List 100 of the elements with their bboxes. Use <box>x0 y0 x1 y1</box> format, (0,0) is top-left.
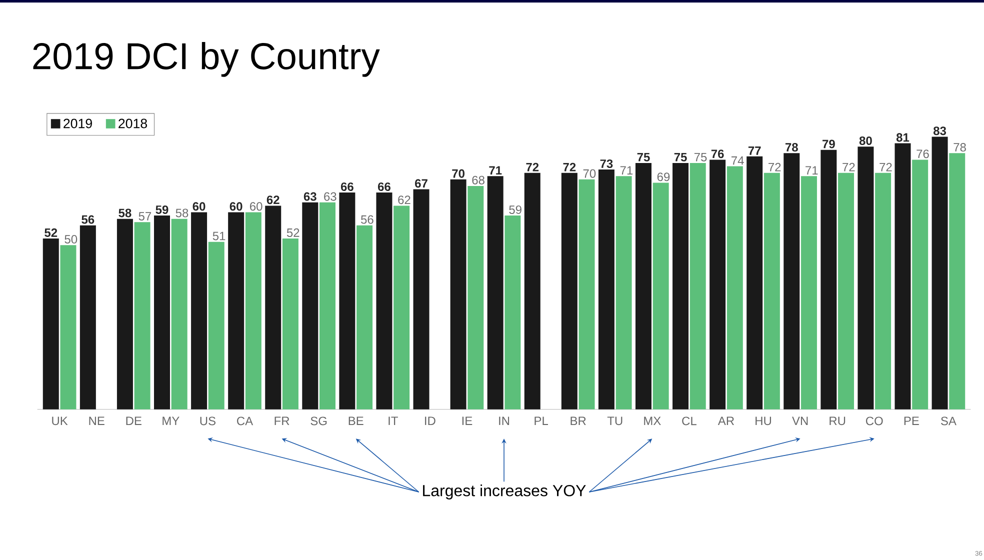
x-tick-label: RU <box>830 416 846 426</box>
data-label: 75 <box>674 153 687 162</box>
data-label: 59 <box>509 205 522 214</box>
x-tick-label: SG <box>310 416 327 426</box>
bar <box>319 202 336 410</box>
data-label: 81 <box>896 133 910 142</box>
data-label: 75 <box>637 153 650 162</box>
x-tick-label: DE <box>126 416 142 425</box>
data-label: 74 <box>731 156 744 165</box>
bar <box>302 202 318 410</box>
bar <box>339 192 356 410</box>
data-label: 62 <box>398 196 410 204</box>
text: Largest increases YOY <box>423 484 586 500</box>
x-tick-label: NE <box>89 416 104 425</box>
bar <box>561 172 578 410</box>
data-label: 72 <box>563 162 576 172</box>
bar <box>265 206 282 410</box>
data-label: 73 <box>600 159 613 168</box>
data-label: 72 <box>880 162 892 172</box>
bar <box>134 222 150 410</box>
data-label: 68 <box>472 176 484 184</box>
bar <box>949 153 966 410</box>
x-tick-label: PL <box>534 416 548 425</box>
x-tick-label: FR <box>274 416 290 425</box>
data-label: 78 <box>785 143 798 152</box>
x-tick-label: SA <box>940 416 956 426</box>
data-label: 80 <box>859 136 872 145</box>
bar <box>356 225 373 410</box>
bar <box>800 176 817 410</box>
bar <box>504 216 521 410</box>
bar <box>746 156 763 410</box>
chart-title: 2019 DCI by Country <box>33 42 380 77</box>
x-tick-label: BE <box>348 416 364 425</box>
data-label: 58 <box>176 208 188 218</box>
data-label: 60 <box>230 202 242 211</box>
x-tick-label: CO <box>866 416 883 426</box>
data-label: 56 <box>82 215 94 224</box>
data-label: 71 <box>620 166 633 175</box>
legend-label: 2018 <box>118 118 147 128</box>
bar <box>524 172 540 410</box>
data-label: 70 <box>583 169 596 178</box>
bar <box>376 192 392 410</box>
bar <box>672 162 689 410</box>
bar <box>282 238 298 410</box>
bar <box>245 212 262 410</box>
data-label: 75 <box>694 153 707 162</box>
x-tick-label: IE <box>462 416 472 425</box>
bar <box>820 150 837 410</box>
data-label: 63 <box>324 192 336 201</box>
bar <box>690 162 706 410</box>
bar <box>487 176 504 410</box>
data-label: 52 <box>44 228 58 237</box>
x-tick-label: CA <box>237 416 254 426</box>
bar <box>468 186 484 410</box>
data-label: 67 <box>415 179 428 188</box>
x-tick-label: VN <box>792 416 808 425</box>
bar <box>413 189 430 410</box>
x-tick-label: ID <box>425 416 436 425</box>
x-tick-label: HU <box>756 416 772 426</box>
bar <box>932 136 948 410</box>
bar <box>726 166 743 410</box>
data-label: 62 <box>266 196 280 204</box>
data-label: 56 <box>360 215 374 224</box>
data-label: 71 <box>806 166 818 175</box>
x-tick-label: MY <box>162 416 180 425</box>
x-tick-label: IN <box>499 416 510 425</box>
data-label: 57 <box>138 212 152 221</box>
data-label: 77 <box>748 146 761 155</box>
data-label: 71 <box>489 166 502 175</box>
x-tick-label: PE <box>904 416 919 425</box>
data-label: 63 <box>304 192 316 201</box>
data-label: 58 <box>118 208 132 218</box>
data-label: 70 <box>452 169 464 178</box>
bar <box>450 179 466 410</box>
bar <box>764 172 780 410</box>
bar <box>191 212 208 410</box>
bar <box>710 160 726 410</box>
x-tick-label: CL <box>682 416 696 426</box>
data-label: 78 <box>954 143 966 152</box>
bar <box>894 143 911 410</box>
x-tick-label: IT <box>388 416 398 425</box>
bar <box>635 162 652 410</box>
bar <box>154 216 170 410</box>
x-tick-label: US <box>200 416 216 426</box>
x-tick-label: TU <box>607 416 622 426</box>
data-label: 76 <box>916 150 929 158</box>
data-label: 72 <box>526 162 539 172</box>
x-tick-label: BR <box>570 416 586 425</box>
data-label: 72 <box>842 162 855 172</box>
x-tick-label: AR <box>718 416 734 425</box>
data-label: 60 <box>192 202 206 211</box>
bar <box>208 242 224 410</box>
bar <box>394 206 410 410</box>
bar <box>875 172 892 410</box>
bar <box>171 218 188 410</box>
data-label: 60 <box>250 202 262 211</box>
legend-label: 2019 <box>64 118 92 128</box>
data-label: 52 <box>286 228 300 237</box>
data-label: 66 <box>340 182 354 191</box>
bar <box>80 225 96 410</box>
